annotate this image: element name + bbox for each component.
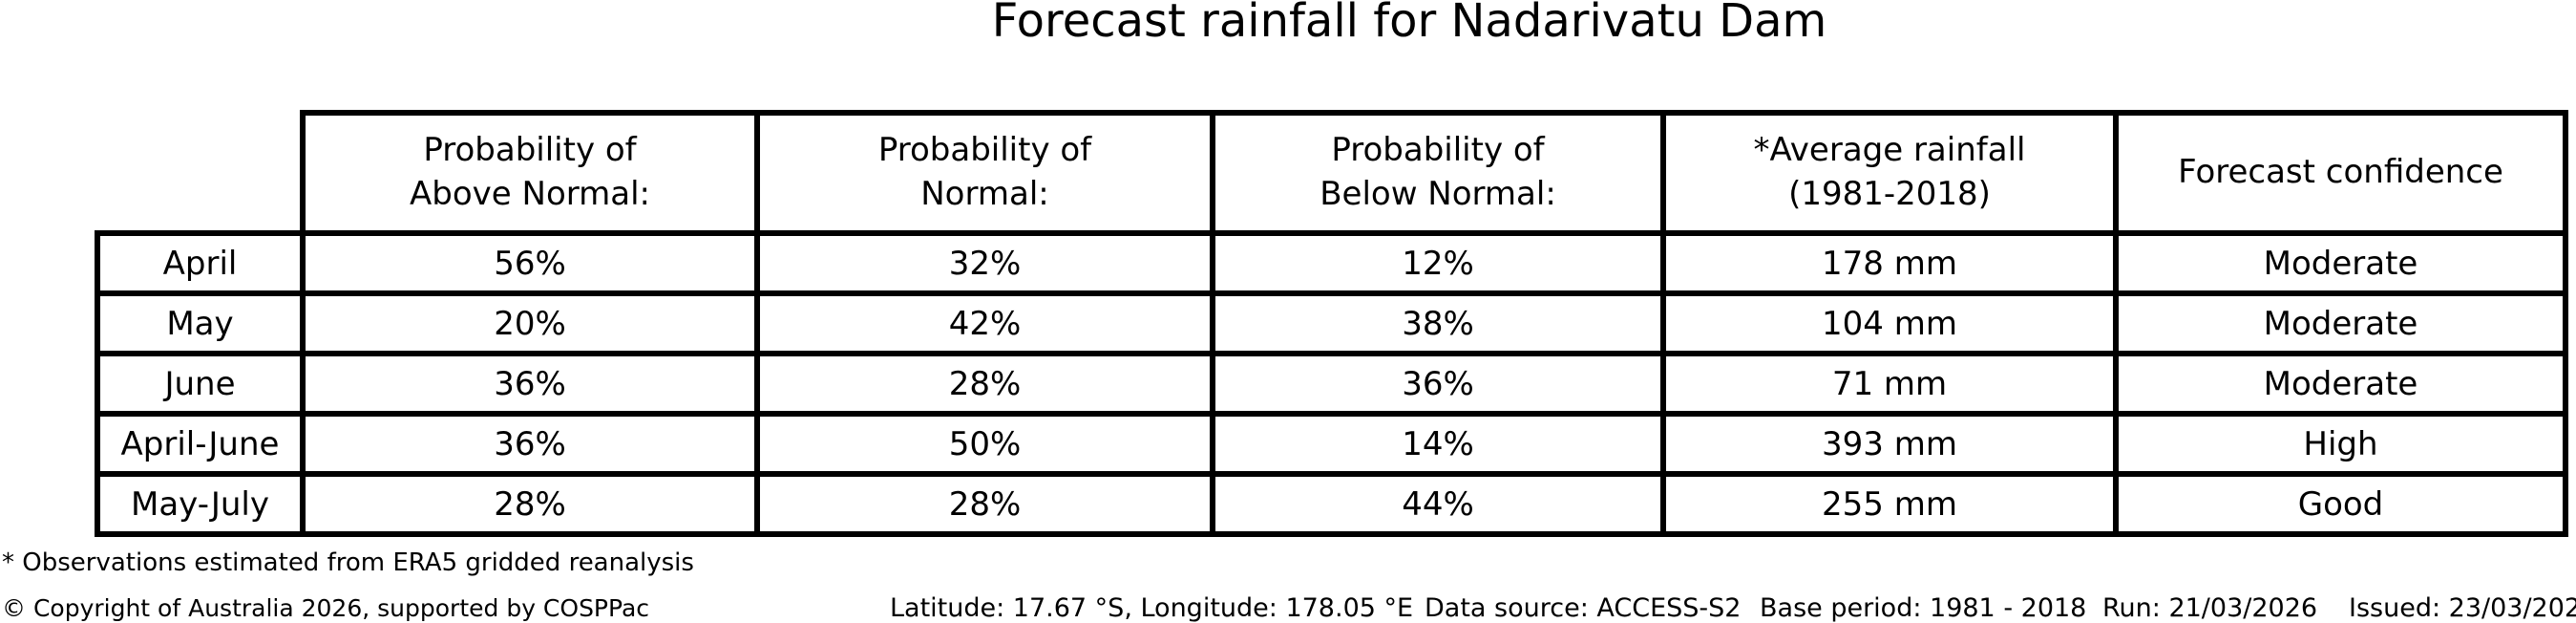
cell-may-above: 20%	[300, 290, 760, 356]
header-normal: Probability of Normal:	[754, 110, 1215, 236]
cell-april-confidence: Moderate	[2113, 230, 2568, 296]
cell-april-june-above: 36%	[300, 411, 760, 477]
cell-may-july-normal: 28%	[754, 471, 1215, 537]
data-source-text: Data source: ACCESS-S2	[1425, 593, 1742, 623]
header-line: Forecast confidence	[2178, 153, 2503, 192]
cell-may-normal: 42%	[754, 290, 1215, 356]
header-line: Below Normal:	[1320, 175, 1556, 213]
cell-april-june-confidence: High	[2113, 411, 2568, 477]
cell-april-below: 12%	[1210, 230, 1666, 296]
header-forecast-confidence: Forecast confidence	[2113, 110, 2568, 236]
row-label-may: May	[95, 290, 306, 356]
table-row: May-July 28% 28% 44% 255 mm Good	[95, 471, 2568, 537]
row-label-june: June	[95, 351, 306, 417]
row-label-may-july: May-July	[95, 471, 306, 537]
header-line: Probability of	[877, 131, 1092, 170]
corner-empty-cell	[97, 113, 303, 233]
cell-april-avg: 178 mm	[1660, 230, 2119, 296]
header-line: *Average rainfall	[1753, 131, 2026, 170]
cell-may-july-below: 44%	[1210, 471, 1666, 537]
cell-may-july-avg: 255 mm	[1660, 471, 2119, 537]
header-line: Probability of	[1331, 131, 1545, 170]
table-row: April-June 36% 50% 14% 393 mm High	[95, 411, 2568, 477]
cell-may-july-confidence: Good	[2113, 471, 2568, 537]
issued-date-text: Issued: 23/03/2026	[2349, 593, 2576, 623]
header-above-normal: Probability of Above Normal:	[300, 110, 760, 236]
cell-june-avg: 71 mm	[1660, 351, 2119, 417]
run-date-text: Run: 21/03/2026	[2102, 593, 2318, 623]
footnote: * Observations estimated from ERA5 gridd…	[2, 548, 694, 577]
table-row: April 56% 32% 12% 178 mm Moderate	[95, 230, 2568, 296]
cell-june-confidence: Moderate	[2113, 351, 2568, 417]
header-line: (1981-2018)	[1788, 175, 1991, 213]
table-row: June 36% 28% 36% 71 mm Moderate	[95, 351, 2568, 417]
header-line: Probability of	[423, 131, 637, 170]
latlong-text: Latitude: 17.67 °S, Longitude: 178.05 °E	[890, 593, 1414, 623]
cell-april-normal: 32%	[754, 230, 1215, 296]
table-header-row: Probability of Above Normal: Probability…	[97, 110, 2568, 236]
cell-april-june-normal: 50%	[754, 411, 1215, 477]
base-period-text: Base period: 1981 - 2018	[1760, 593, 2087, 623]
cell-may-below: 38%	[1210, 290, 1666, 356]
cell-june-above: 36%	[300, 351, 760, 417]
header-line: Above Normal:	[410, 175, 650, 213]
copyright-text: © Copyright of Australia 2026, supported…	[2, 594, 650, 622]
cell-april-june-below: 14%	[1210, 411, 1666, 477]
cell-may-july-above: 28%	[300, 471, 760, 537]
header-line: Normal:	[920, 175, 1049, 213]
forecast-table: Probability of Above Normal: Probability…	[95, 110, 2568, 537]
row-label-april-june: April-June	[95, 411, 306, 477]
table-row: May 20% 42% 38% 104 mm Moderate	[95, 290, 2568, 356]
header-average-rainfall: *Average rainfall (1981-2018)	[1660, 110, 2119, 236]
cell-june-normal: 28%	[754, 351, 1215, 417]
page-title: Forecast rainfall for Nadarivatu Dam	[991, 0, 1827, 48]
cell-may-avg: 104 mm	[1660, 290, 2119, 356]
cell-april-above: 56%	[300, 230, 760, 296]
cell-may-confidence: Moderate	[2113, 290, 2568, 356]
cell-june-below: 36%	[1210, 351, 1666, 417]
cell-april-june-avg: 393 mm	[1660, 411, 2119, 477]
header-below-normal: Probability of Below Normal:	[1210, 110, 1666, 236]
row-label-april: April	[95, 230, 306, 296]
